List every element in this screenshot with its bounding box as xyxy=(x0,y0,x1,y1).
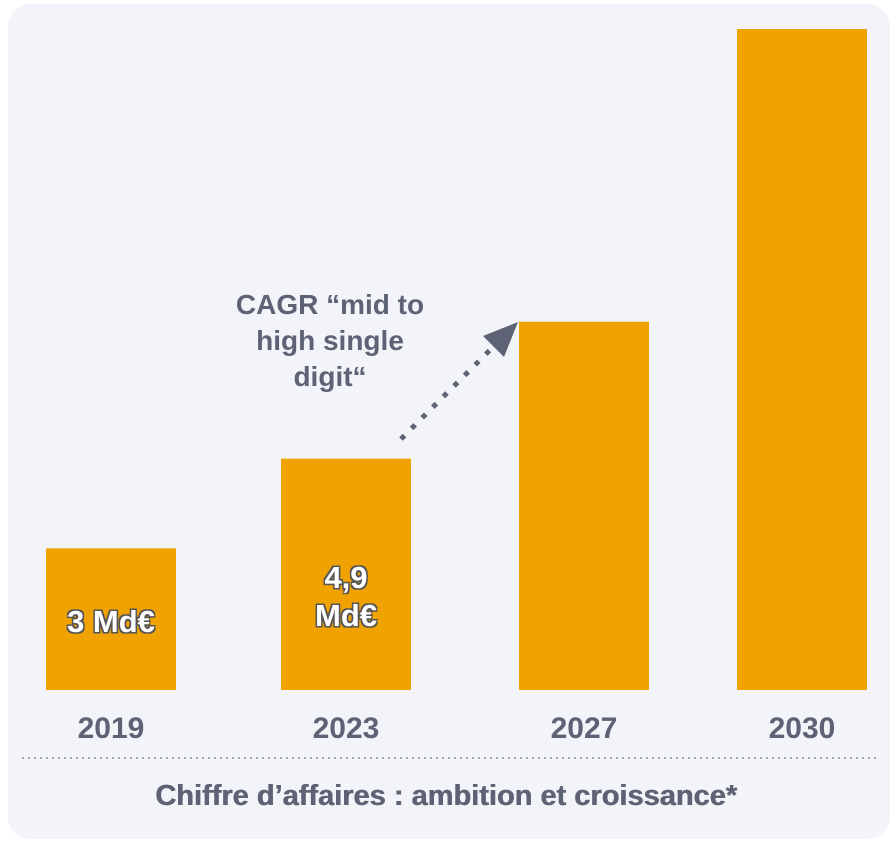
value-label: 3 Md€ xyxy=(67,604,155,640)
x-tick-label: 2019 xyxy=(77,712,145,745)
bar xyxy=(46,548,176,690)
annotation: CAGR “mid to high single digit“ xyxy=(235,289,425,392)
x-tick-label: 2027 xyxy=(550,712,618,745)
chart-title: Chiffre d’affaires : ambition et croissa… xyxy=(155,780,737,812)
arrow-head xyxy=(483,322,518,357)
bar xyxy=(519,321,649,690)
bar xyxy=(737,29,867,690)
bar xyxy=(281,458,411,690)
x-tick-label: 2030 xyxy=(768,712,836,745)
x-tick-label: 2023 xyxy=(312,712,380,745)
value-label: 4,9 Md€ xyxy=(315,559,377,633)
